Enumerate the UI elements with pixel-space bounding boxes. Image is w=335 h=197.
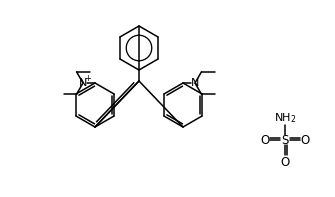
Text: +: + (84, 73, 91, 83)
Text: O: O (300, 134, 310, 147)
Text: O: O (260, 134, 270, 147)
Text: N: N (79, 78, 87, 88)
Text: NH$_2$: NH$_2$ (274, 111, 296, 125)
Text: O: O (280, 155, 290, 168)
Text: N: N (191, 78, 199, 88)
Text: S: S (281, 134, 289, 147)
